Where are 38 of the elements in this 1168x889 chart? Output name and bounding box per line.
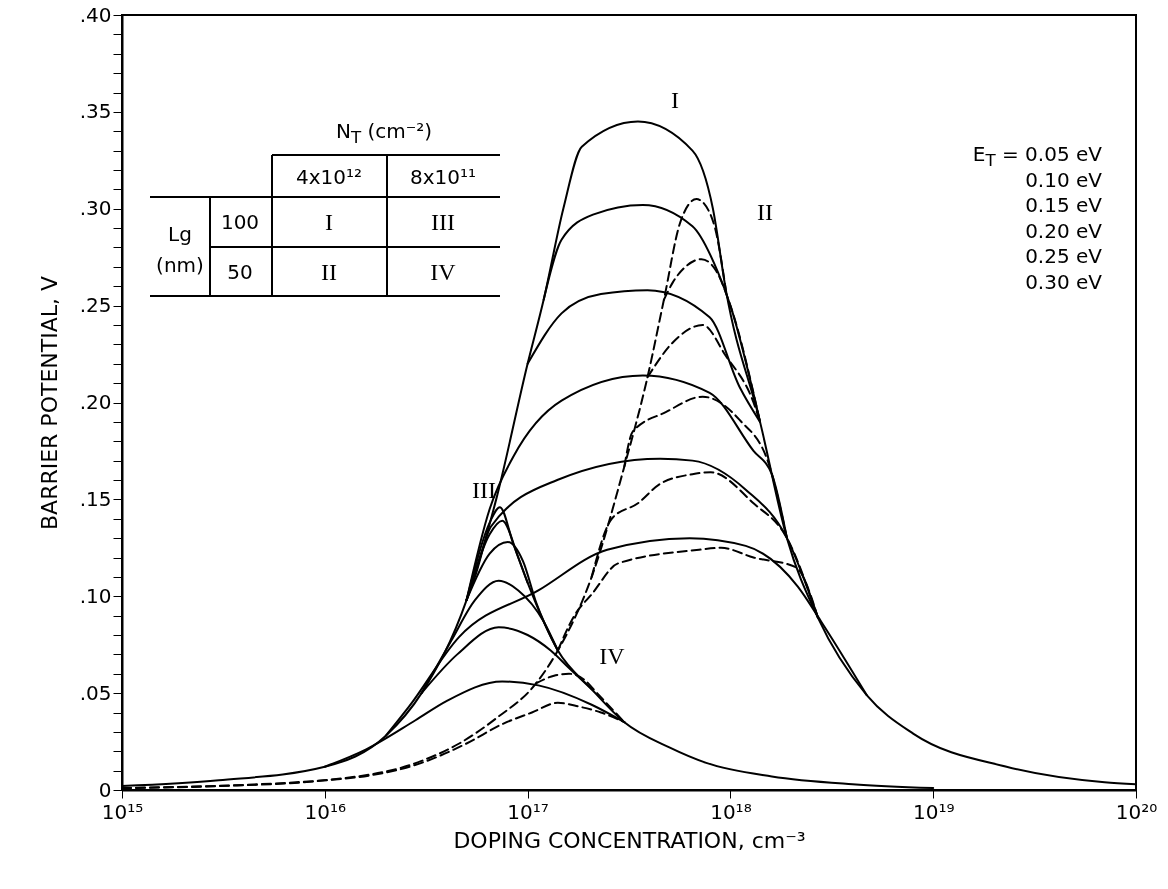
annotation: 0.15 eV <box>1025 193 1102 218</box>
annotation: 50 <box>227 260 253 284</box>
annotation: 8x10¹¹ <box>409 165 477 189</box>
annotation: (nm) <box>156 253 204 277</box>
annotation: 100 <box>220 210 260 234</box>
x-tick-label: 10¹⁹ <box>912 799 955 824</box>
y-tick-label: 0 <box>98 777 112 802</box>
x-tick-label: 10²⁰ <box>1115 799 1158 824</box>
annotation: I <box>671 87 679 113</box>
y-tick-label: .35 <box>79 99 112 124</box>
annotation: I <box>325 209 333 235</box>
annotation: 4x10¹² <box>295 165 363 189</box>
x-tick-label: 10¹⁵ <box>101 799 144 824</box>
annotation: 0.10 eV <box>1025 167 1102 192</box>
annotation: II <box>321 259 337 285</box>
y-tick-label: .15 <box>79 486 112 511</box>
x-tick-label: 10¹⁶ <box>304 799 347 824</box>
annotation: E$_{T}$ = 0.05 eV <box>972 142 1102 170</box>
x-tick-label: 10¹⁷ <box>507 799 549 824</box>
y-tick-label: .10 <box>79 583 112 608</box>
x-axis-title: DOPING CONCENTRATION, cm⁻³ <box>453 827 806 853</box>
y-tick-label: .40 <box>79 2 112 27</box>
y-tick-label: .25 <box>79 293 112 318</box>
x-tick-label: 10¹⁸ <box>710 799 752 824</box>
y-tick-label: .05 <box>79 680 112 705</box>
annotation: 0.30 eV <box>1025 270 1102 294</box>
y-tick-label: .20 <box>79 390 112 414</box>
y-axis-title: BARRIER POTENTIAL, V <box>36 275 62 531</box>
y-tick-label: .30 <box>79 196 112 221</box>
annotation: 0.20 eV <box>1025 218 1102 243</box>
annotation: IV <box>599 643 625 669</box>
annotation: II <box>757 199 773 225</box>
annotation: IV <box>430 259 456 285</box>
annotation: N$_{T}$ (cm⁻²) <box>335 119 433 148</box>
annotation: Lg <box>168 222 192 246</box>
annotation: III <box>431 209 455 235</box>
annotation: III <box>472 477 496 503</box>
annotation: 0.25 eV <box>1025 244 1102 269</box>
